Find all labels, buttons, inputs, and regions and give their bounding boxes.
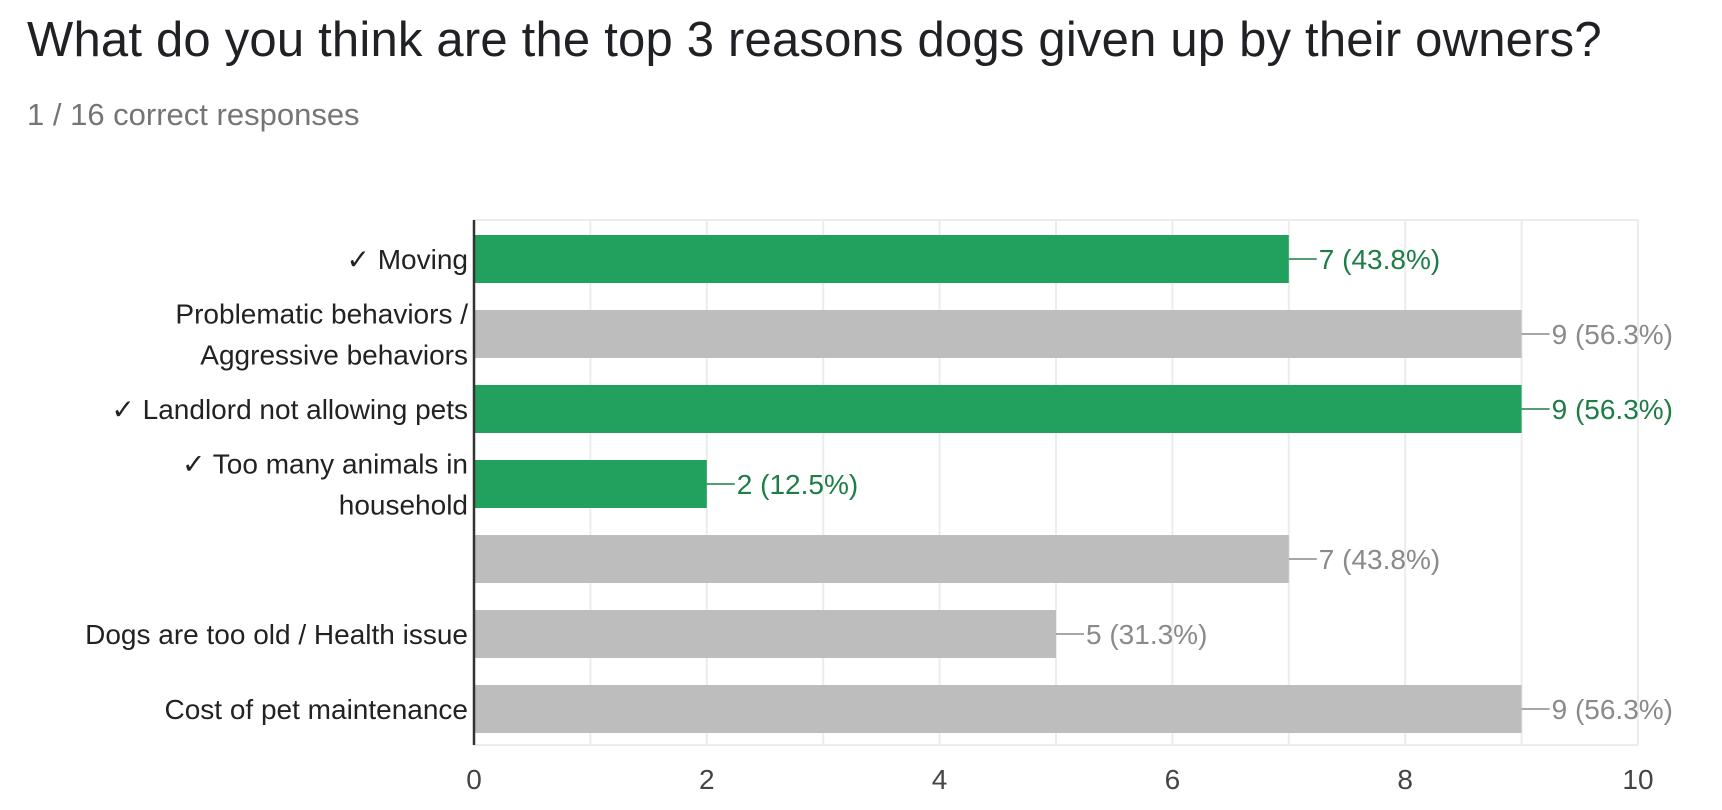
bar <box>474 685 1522 733</box>
category-label: Dogs are too old / Health issue <box>85 619 468 650</box>
bar-value-label: 9 (56.3%) <box>1552 394 1673 425</box>
x-tick-label: 6 <box>1165 764 1181 795</box>
bar <box>474 385 1522 433</box>
bar <box>474 310 1522 358</box>
response-count: 1 / 16 correct responses <box>27 97 360 132</box>
category-label: Aggressive behaviors <box>200 340 468 371</box>
category-label: ✓ Too many animals in <box>182 449 468 480</box>
bar <box>474 535 1289 583</box>
x-tick-label: 2 <box>699 764 715 795</box>
bar-value-label: 9 (56.3%) <box>1552 319 1673 350</box>
x-tick-label: 8 <box>1397 764 1413 795</box>
x-tick-label: 4 <box>932 764 948 795</box>
bar-value-label: 2 (12.5%) <box>737 469 858 500</box>
category-label: Cost of pet maintenance <box>164 694 468 725</box>
bar <box>474 235 1289 283</box>
bar-value-label: 7 (43.8%) <box>1319 244 1440 275</box>
bar <box>474 460 707 508</box>
category-label: household <box>339 490 468 521</box>
x-tick-label: 10 <box>1622 764 1653 795</box>
category-label: Problematic behaviors / <box>175 299 468 330</box>
category-label: ✓ Moving <box>346 244 468 275</box>
bar-value-label: 5 (31.3%) <box>1086 619 1207 650</box>
bar-value-label: 9 (56.3%) <box>1552 694 1673 725</box>
question-title: What do you think are the top 3 reasons … <box>27 13 1602 67</box>
category-label: ✓ Landlord not allowing pets <box>111 394 468 425</box>
bar <box>474 610 1056 658</box>
bar-value-label: 7 (43.8%) <box>1319 544 1440 575</box>
x-tick-label: 0 <box>466 764 482 795</box>
